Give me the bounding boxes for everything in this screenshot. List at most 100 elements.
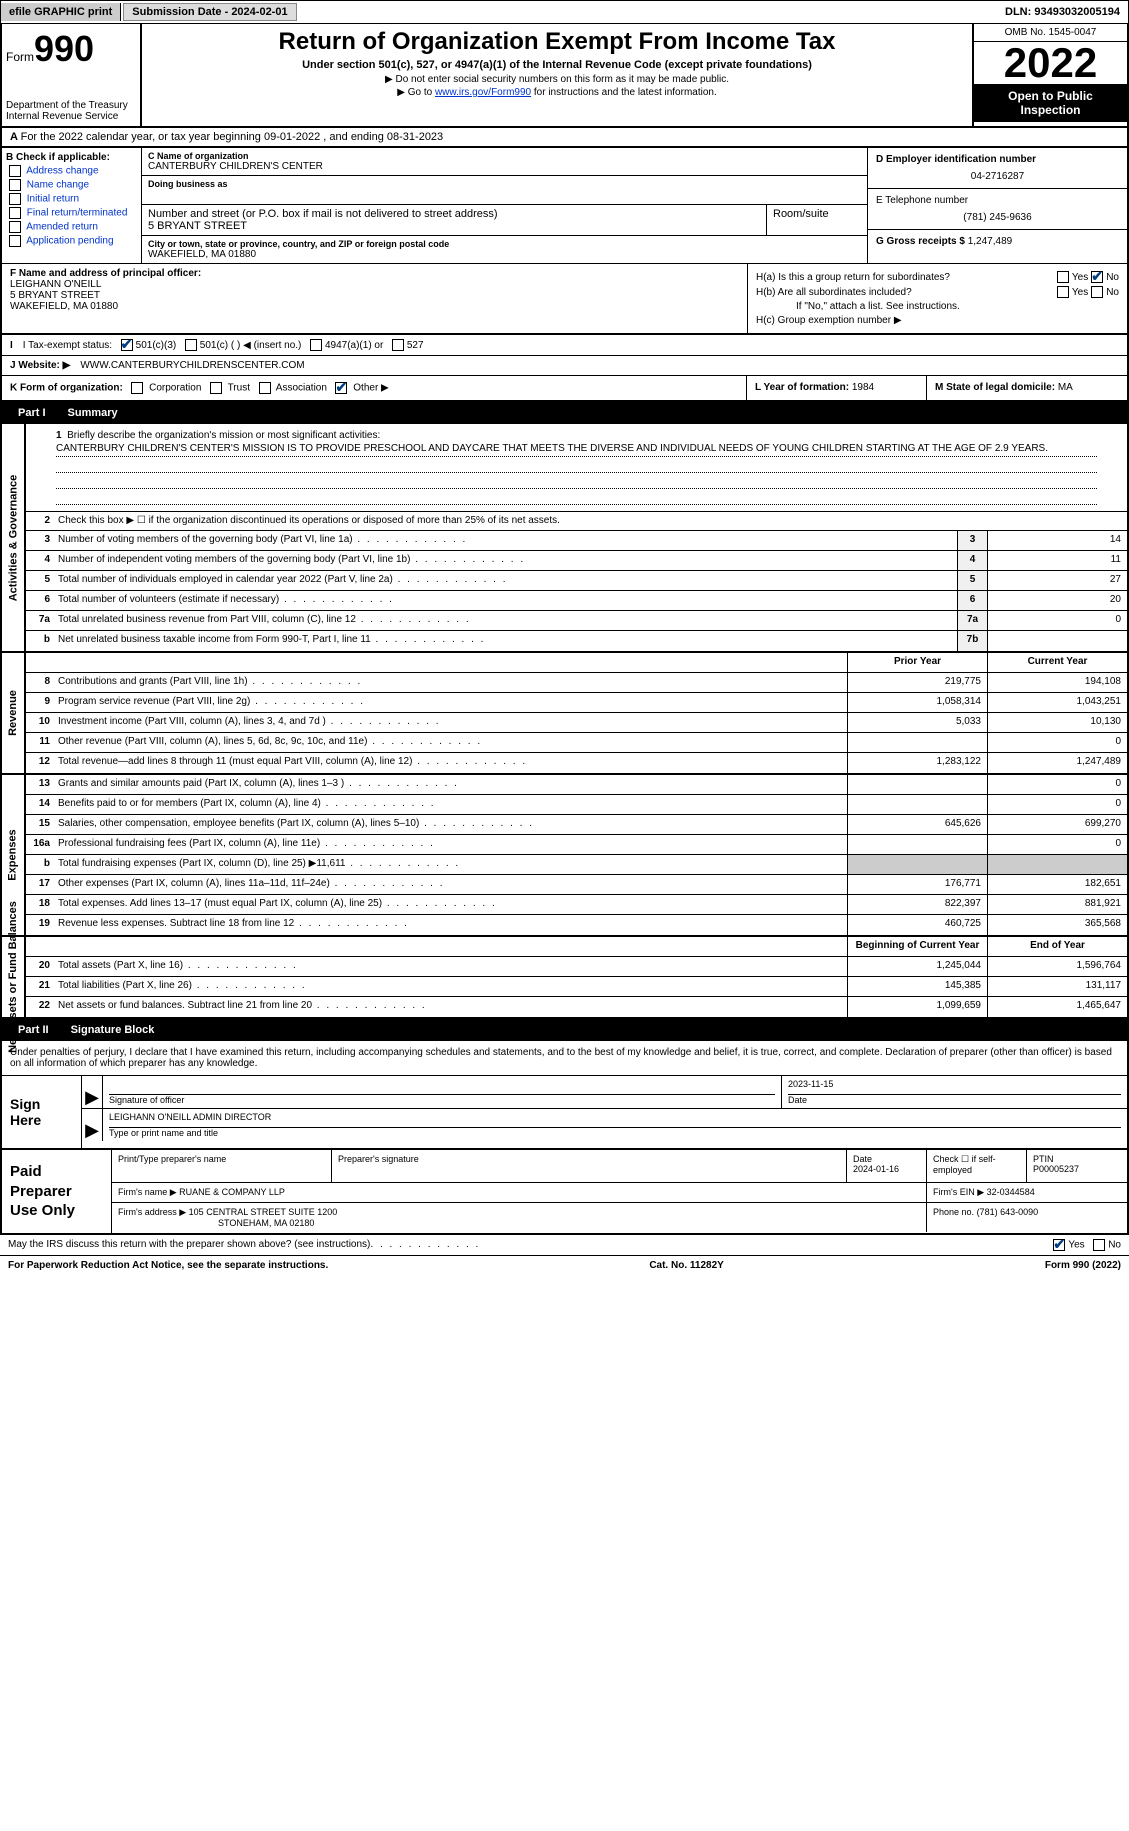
- i-501c3[interactable]: [121, 339, 133, 351]
- summary-line: 17Other expenses (Part IX, column (A), l…: [26, 875, 1127, 895]
- form-word: Form: [6, 50, 34, 64]
- v-gov: Activities & Governance: [2, 424, 26, 651]
- chk-name: Name change: [6, 179, 137, 191]
- h-b-note: If "No," attach a list. See instructions…: [756, 301, 1119, 312]
- open-public: Open to Public Inspection: [974, 84, 1127, 122]
- mission-text: CANTERBURY CHILDREN'S CENTER'S MISSION I…: [56, 441, 1097, 457]
- sig-intro: Under penalties of perjury, I declare th…: [0, 1041, 1129, 1076]
- summary-line: 22Net assets or fund balances. Subtract …: [26, 997, 1127, 1017]
- form-header: Form990 Department of the Treasury Inter…: [0, 24, 1129, 128]
- row-k: K Form of organization: Corporation Trus…: [2, 376, 747, 400]
- summary-line: 5Total number of individuals employed in…: [26, 571, 1127, 591]
- col-c: C Name of organization CANTERBURY CHILDR…: [142, 148, 867, 263]
- tax-year: 2022: [974, 42, 1127, 84]
- city: WAKEFIELD, MA 01880: [148, 249, 861, 260]
- irs-link[interactable]: www.irs.gov/Form990: [435, 87, 531, 98]
- sign-arrow-icon: ▶: [82, 1076, 102, 1108]
- c-name-row: C Name of organization CANTERBURY CHILDR…: [142, 148, 867, 176]
- header-right: OMB No. 1545-0047 2022 Open to Public In…: [972, 24, 1127, 126]
- expenses-section: Expenses 13Grants and similar amounts pa…: [0, 775, 1129, 937]
- summary-line: 6Total number of volunteers (estimate if…: [26, 591, 1127, 611]
- summary-line: 21Total liabilities (Part X, line 26)145…: [26, 977, 1127, 997]
- net-section: Net Assets or Fund Balances Beginning of…: [0, 937, 1129, 1019]
- sign-block: Sign Here ▶ Signature of officer 2023-11…: [0, 1076, 1129, 1150]
- i-501c[interactable]: [185, 339, 197, 351]
- top-bar: efile GRAPHIC print Submission Date - 20…: [0, 0, 1129, 24]
- preparer-label: Paid Preparer Use Only: [2, 1150, 112, 1233]
- part-1-header: Part I Summary: [0, 402, 1129, 424]
- ha-no[interactable]: [1091, 271, 1103, 283]
- section-a: A For the 2022 calendar year, or tax yea…: [0, 128, 1129, 148]
- d-tel: E Telephone number (781) 245-9636: [868, 189, 1127, 230]
- header-center: Return of Organization Exempt From Incom…: [142, 24, 972, 126]
- summary-line: 14Benefits paid to or for members (Part …: [26, 795, 1127, 815]
- block-fh: F Name and address of principal officer:…: [0, 263, 1129, 335]
- summary-line: bNet unrelated business taxable income f…: [26, 631, 1127, 651]
- preparer-block: Paid Preparer Use Only Print/Type prepar…: [0, 1150, 1129, 1235]
- summary-line: 12Total revenue—add lines 8 through 11 (…: [26, 753, 1127, 773]
- summary-line: 4Number of independent voting members of…: [26, 551, 1127, 571]
- summary-line: 20Total assets (Part X, line 16)1,245,04…: [26, 957, 1127, 977]
- efile-label: efile GRAPHIC print: [1, 3, 121, 21]
- col-d: D Employer identification number 04-2716…: [867, 148, 1127, 263]
- hb-no[interactable]: [1091, 286, 1103, 298]
- form-number: 990: [34, 28, 94, 69]
- summary-line: 13Grants and similar amounts paid (Part …: [26, 775, 1127, 795]
- sign-here-label: Sign Here: [2, 1076, 82, 1148]
- header-left: Form990 Department of the Treasury Inter…: [2, 24, 142, 126]
- summary-line: 7aTotal unrelated business revenue from …: [26, 611, 1127, 631]
- c-dba-row: Doing business as: [142, 176, 867, 205]
- form-subtitle: Under section 501(c), 527, or 4947(a)(1)…: [150, 59, 964, 71]
- summary-line: bTotal fundraising expenses (Part IX, co…: [26, 855, 1127, 875]
- c-street-row: Number and street (or P.O. box if mail i…: [142, 205, 867, 236]
- hb-yes[interactable]: [1057, 286, 1069, 298]
- c-city-row: City or town, state or province, country…: [142, 236, 867, 263]
- h-a: H(a) Is this a group return for subordin…: [756, 271, 1119, 283]
- summary-line: 16aProfessional fundraising fees (Part I…: [26, 835, 1127, 855]
- summary-line: 10Investment income (Part VIII, column (…: [26, 713, 1127, 733]
- row-i: I I Tax-exempt status: 501(c)(3) 501(c) …: [0, 335, 1129, 356]
- col-b: B Check if applicable: Address change Na…: [2, 148, 142, 263]
- summary-line: 3Number of voting members of the governi…: [26, 531, 1127, 551]
- v-net: Net Assets or Fund Balances: [2, 937, 26, 1017]
- row-j: J Website: ▶ WWW.CANTERBURYCHILDRENSCENT…: [0, 356, 1129, 376]
- discuss-row: May the IRS discuss this return with the…: [0, 1235, 1129, 1256]
- footer-final: For Paperwork Reduction Act Notice, see …: [0, 1256, 1129, 1275]
- discuss-no[interactable]: [1093, 1239, 1105, 1251]
- i-527[interactable]: [392, 339, 404, 351]
- d-ein: D Employer identification number 04-2716…: [868, 148, 1127, 189]
- row-l: L Year of formation: 1984: [747, 376, 927, 400]
- website: WWW.CANTERBURYCHILDRENSCENTER.COM: [80, 360, 304, 371]
- v-rev: Revenue: [2, 653, 26, 773]
- col-f: F Name and address of principal officer:…: [2, 264, 747, 333]
- org-name: CANTERBURY CHILDREN'S CENTER: [148, 161, 861, 172]
- part-2-header: Part II Signature Block: [0, 1019, 1129, 1041]
- governance-section: Activities & Governance 1 Briefly descri…: [0, 424, 1129, 653]
- form-note-2: ▶ Go to www.irs.gov/Form990 for instruct…: [150, 87, 964, 98]
- b-label: B Check if applicable:: [6, 152, 137, 163]
- street: 5 BRYANT STREET: [148, 220, 760, 232]
- ha-yes[interactable]: [1057, 271, 1069, 283]
- form-title: Return of Organization Exempt From Incom…: [150, 28, 964, 56]
- chk-final: Final return/terminated: [6, 207, 137, 219]
- d-gross: G Gross receipts $ 1,247,489: [868, 230, 1127, 253]
- dln-label: DLN: 93493032005194: [997, 3, 1128, 21]
- chk-pending: Application pending: [6, 235, 137, 247]
- revenue-section: Revenue Prior Year Current Year 8Contrib…: [0, 653, 1129, 775]
- i-4947[interactable]: [310, 339, 322, 351]
- chk-address: Address change: [6, 165, 137, 177]
- discuss-yes[interactable]: [1053, 1239, 1065, 1251]
- summary-line: 15Salaries, other compensation, employee…: [26, 815, 1127, 835]
- summary-line: 11Other revenue (Part VIII, column (A), …: [26, 733, 1127, 753]
- summary-line: 9Program service revenue (Part VIII, lin…: [26, 693, 1127, 713]
- h-b: H(b) Are all subordinates included? Yes …: [756, 286, 1119, 298]
- summary-line: 8Contributions and grants (Part VIII, li…: [26, 673, 1127, 693]
- block-bcd: B Check if applicable: Address change Na…: [0, 148, 1129, 263]
- row-klm: K Form of organization: Corporation Trus…: [0, 376, 1129, 402]
- summary-line: 18Total expenses. Add lines 13–17 (must …: [26, 895, 1127, 915]
- mission-block: 1 Briefly describe the organization's mi…: [26, 424, 1127, 511]
- row-m: M State of legal domicile: MA: [927, 376, 1127, 400]
- chk-amended: Amended return: [6, 221, 137, 233]
- submission-date-button[interactable]: Submission Date - 2024-02-01: [123, 3, 296, 21]
- col-h: H(a) Is this a group return for subordin…: [747, 264, 1127, 333]
